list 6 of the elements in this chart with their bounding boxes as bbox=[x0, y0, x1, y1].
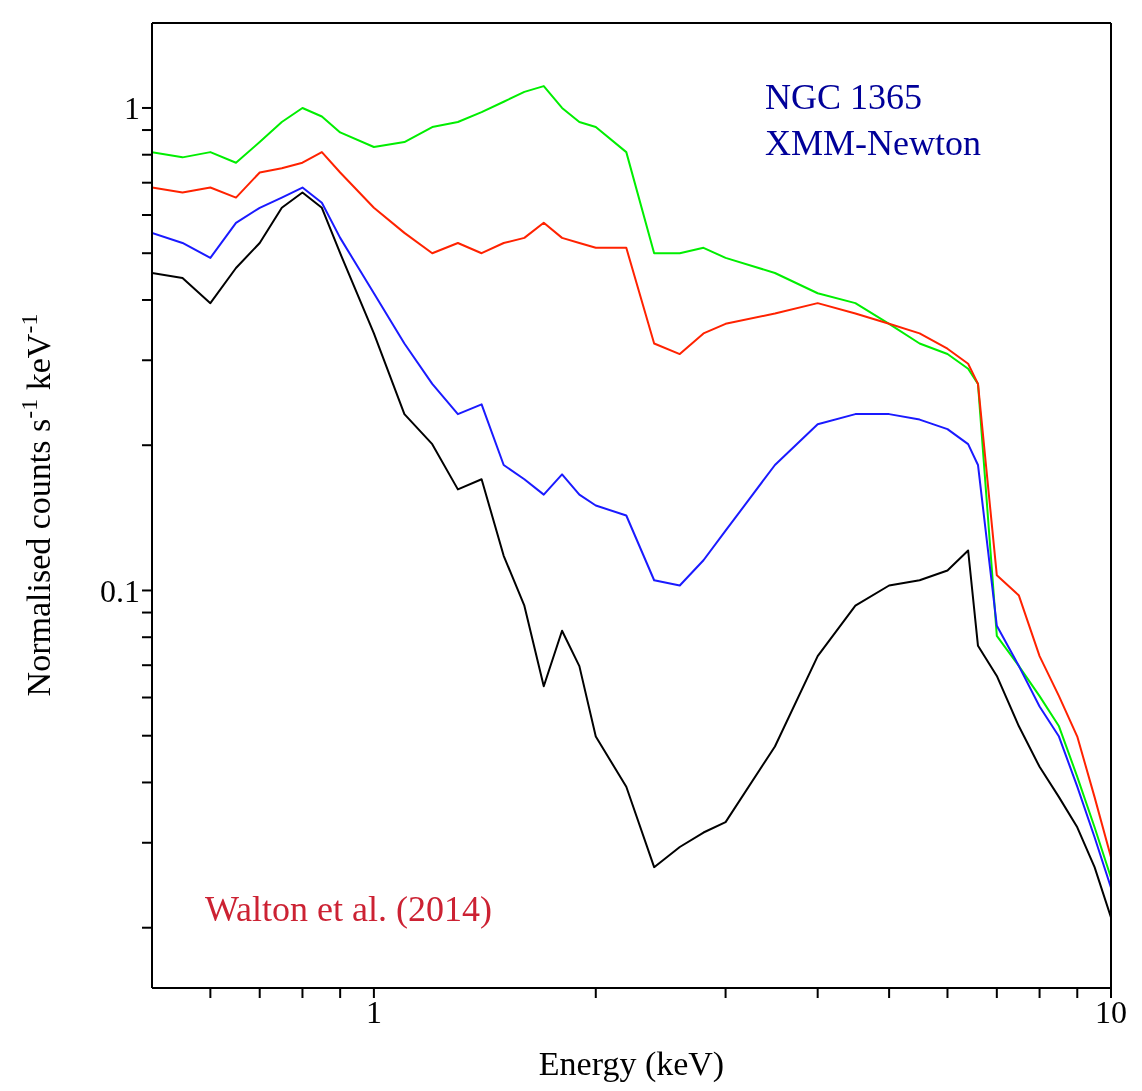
x-tick-label: 10 bbox=[1095, 993, 1127, 1030]
x-axis-title: Energy (keV) bbox=[538, 1045, 725, 1083]
annotation: NGC 1365 bbox=[765, 76, 923, 118]
y-tick-label: 0.1 bbox=[100, 572, 140, 609]
annotation: Walton et al. (2014) bbox=[205, 888, 493, 930]
annotation: XMM-Newton bbox=[765, 122, 981, 164]
